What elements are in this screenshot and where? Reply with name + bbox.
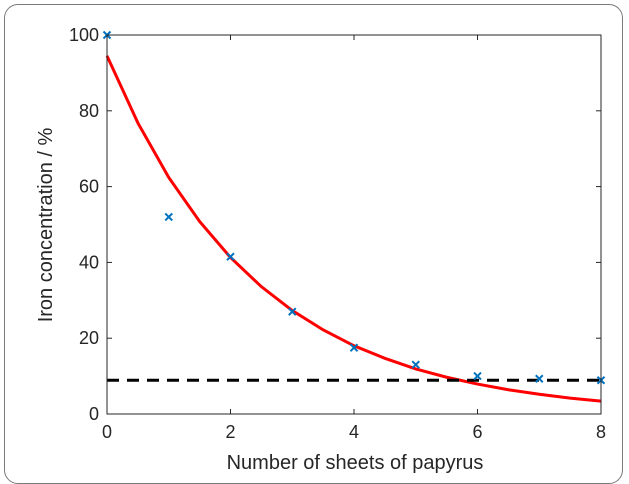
- data-point: [411, 360, 420, 369]
- plot-background: [107, 35, 601, 414]
- data-point: [473, 371, 482, 381]
- y-tick-label: 0: [89, 404, 99, 424]
- x-tick-label: 0: [102, 422, 112, 442]
- x-axis-label: Number of sheets of papyrus: [227, 452, 484, 474]
- y-tick-label: 20: [79, 328, 99, 348]
- data-point: [226, 252, 235, 261]
- data-point-marker: [349, 343, 359, 352]
- y-tick-label: 40: [79, 252, 99, 272]
- data-point-marker: [473, 371, 482, 381]
- x-tick-label: 6: [472, 422, 482, 442]
- data-point-marker: [411, 360, 420, 369]
- y-tick-label: 60: [79, 177, 99, 197]
- x-tick-label: 8: [596, 422, 606, 442]
- x-tick-label: 2: [225, 422, 235, 442]
- data-point: [288, 307, 297, 316]
- data-point-marker: [226, 252, 235, 261]
- data-point: [535, 374, 544, 383]
- data-point: [164, 212, 173, 222]
- fit-curve: [105, 55, 602, 403]
- y-axis-label: Iron concentration / %: [35, 128, 57, 323]
- y-tick-label: 80: [79, 101, 99, 121]
- data-point-marker: [288, 307, 297, 316]
- data-point-marker: [535, 374, 544, 383]
- data-point: [349, 343, 359, 352]
- y-tick-label: 100: [69, 25, 99, 45]
- data-point-marker: [164, 212, 173, 222]
- x-tick-label: 4: [349, 422, 359, 442]
- plot-area: [107, 35, 601, 414]
